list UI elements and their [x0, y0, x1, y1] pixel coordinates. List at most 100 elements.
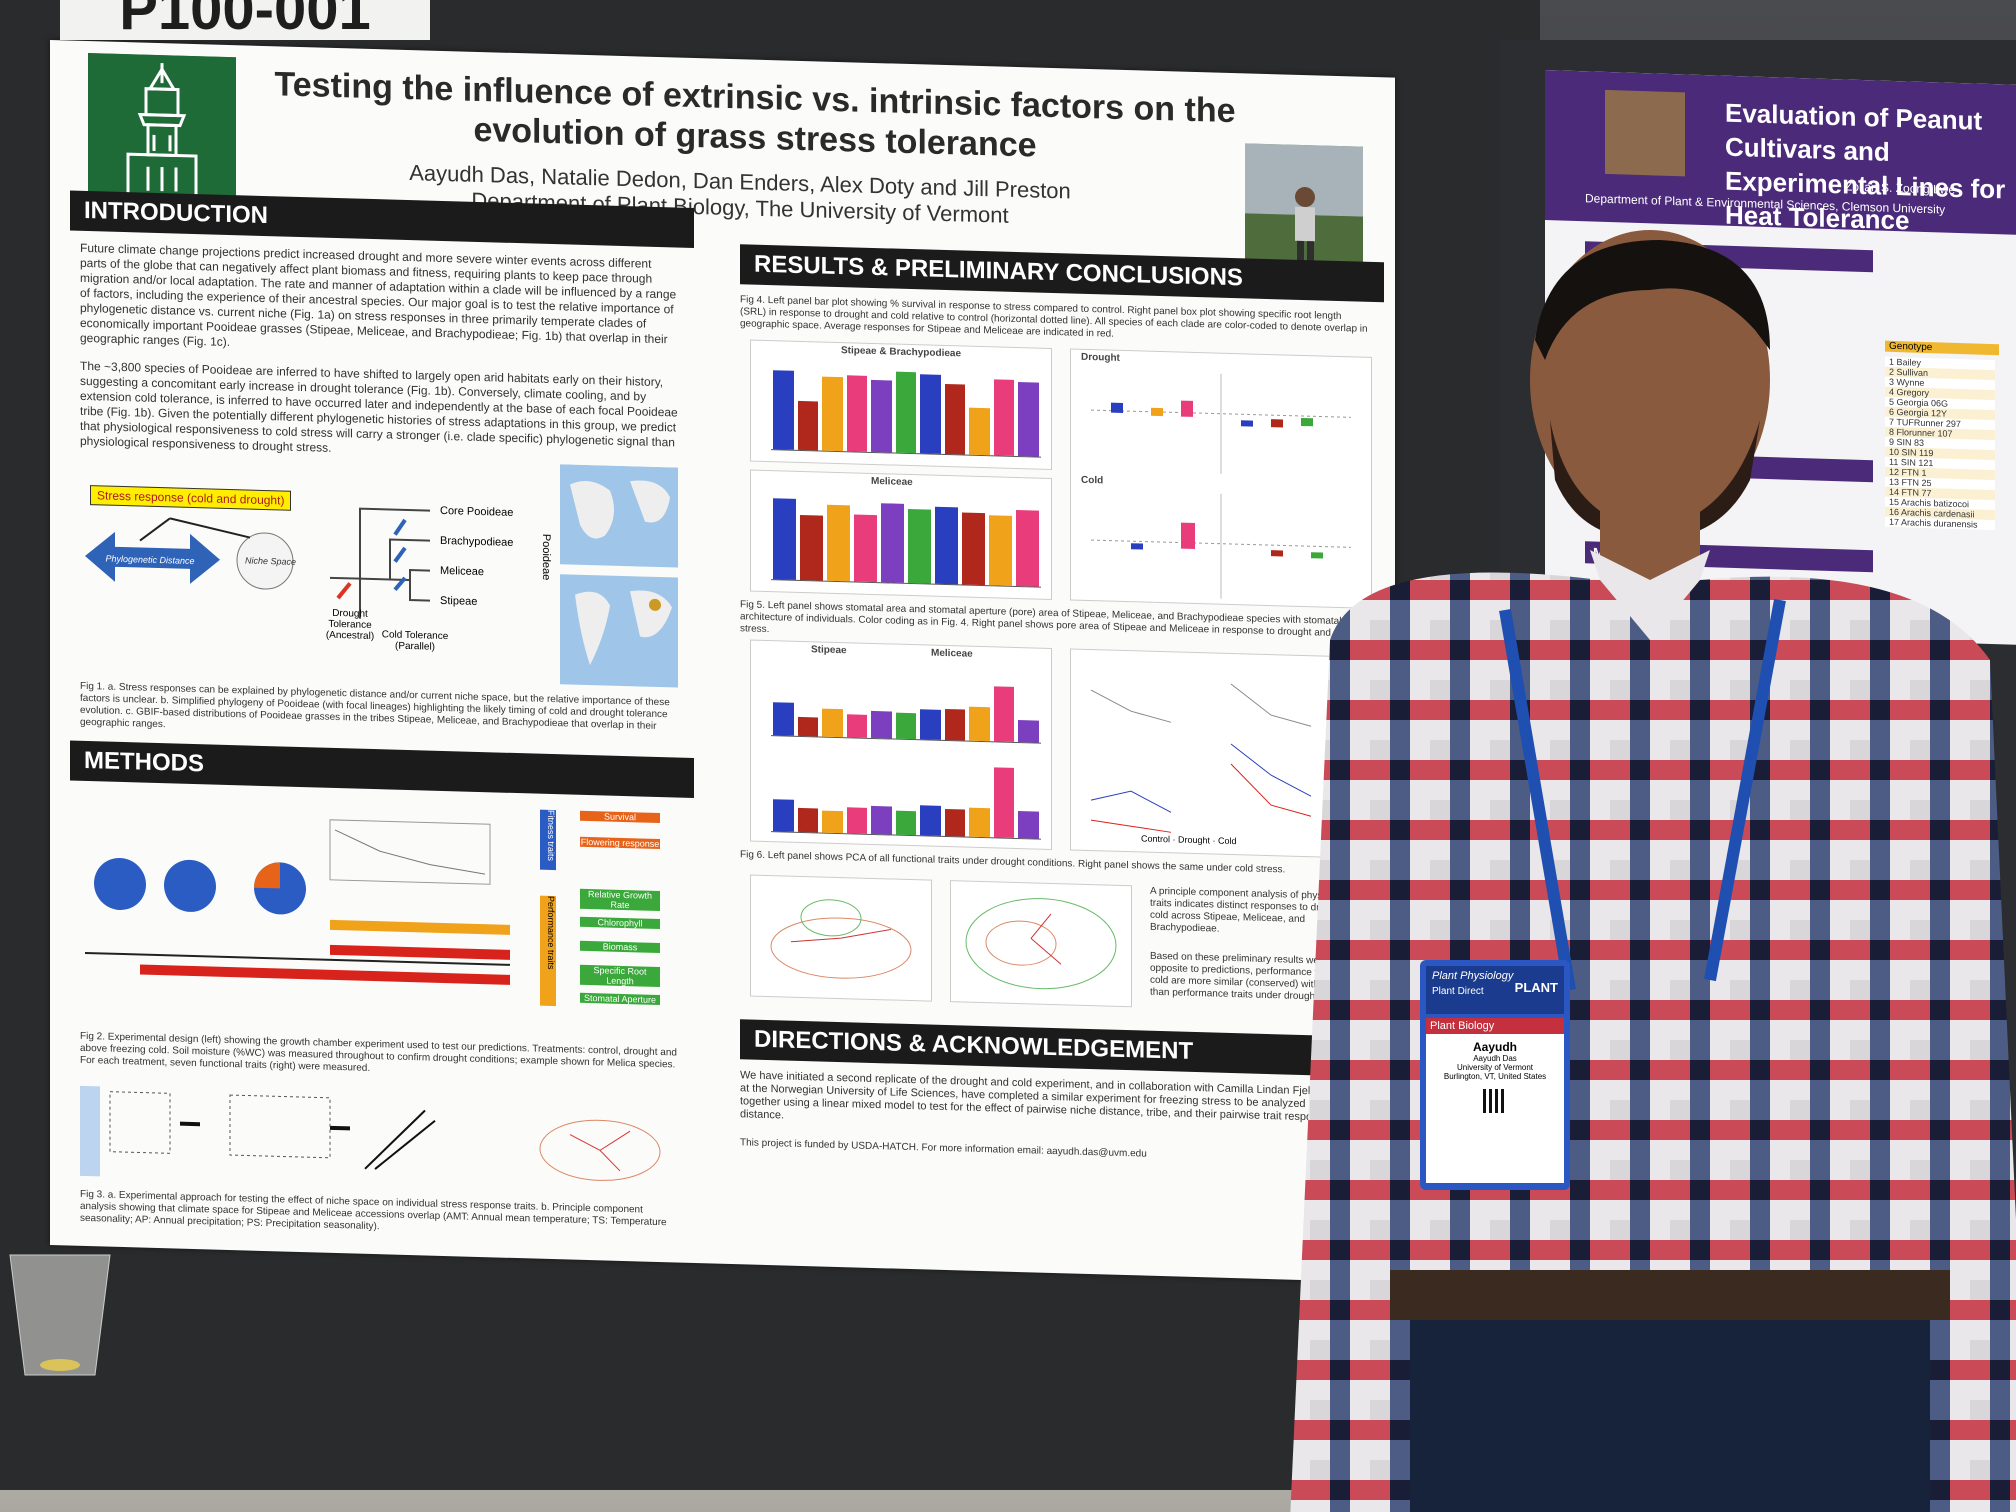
bar-mark	[800, 515, 823, 581]
stress-response-box: Stress response (cold and drought)	[90, 485, 292, 511]
bar-mark	[797, 716, 819, 737]
cold-tolerance-label: Cold Tolerance (Parallel)	[381, 629, 449, 653]
figure-2-design	[80, 793, 520, 1025]
bar-mark	[827, 505, 850, 582]
bar-mark	[797, 807, 819, 833]
survival-bars-b	[771, 489, 1041, 588]
bar-mark	[797, 400, 819, 451]
pore-bars	[771, 751, 1041, 840]
bar-mark	[1018, 720, 1039, 743]
survival-chart-a: Stipeae & Brachypodieae	[750, 339, 1052, 470]
bar-mark	[944, 383, 966, 455]
poster-code: P100-001	[60, 0, 430, 42]
badge-city: Burlington, VT, United States	[1443, 1072, 1547, 1081]
presenter: Plant Physiology Plant Direct PLANT Plan…	[1270, 220, 2016, 1512]
bar-mark	[920, 709, 941, 740]
figure-3	[80, 1081, 680, 1198]
bar-mark	[871, 805, 892, 835]
survival-chart-b-title: Meliceae	[871, 475, 913, 489]
badge-journal2: Plant Direct	[1432, 986, 1484, 997]
bar-mark	[822, 810, 843, 834]
legend-control: Control	[1141, 833, 1171, 845]
bar-mark	[822, 376, 843, 452]
stomatal-stipeae-title: Stipeae	[811, 644, 847, 657]
name-badge: Plant Physiology Plant Direct PLANT Plan…	[1420, 960, 1570, 1190]
phylo-niche-diagram	[85, 517, 294, 590]
research-poster: Testing the influence of extrinsic vs. i…	[50, 40, 1395, 1283]
bar-mark	[935, 506, 958, 585]
badge-name: Aayudh	[1472, 1040, 1517, 1054]
legend-cold: Cold	[1218, 835, 1237, 847]
niche-label: Niche Space	[245, 555, 297, 567]
university-logo	[88, 53, 236, 206]
bar-mark	[895, 712, 917, 740]
trait-list: Fitness traits Performance traits Surviv…	[540, 806, 670, 1040]
bar-mark	[962, 512, 985, 586]
trait-biomass: Biomass	[580, 940, 660, 954]
intro-paragraph-2: The ~3,800 species of Pooideae are infer…	[80, 358, 678, 455]
bar-mark	[1018, 810, 1039, 839]
trait-flowering: Flowering response	[580, 836, 660, 850]
srl-drought-title: Drought	[1081, 351, 1120, 364]
bar-mark	[846, 713, 868, 738]
badge-brand: PLANT	[1514, 980, 1558, 995]
badge-card: Plant Biology Aayudh Aayudh Das Universi…	[1426, 1018, 1564, 1183]
section-methods: METHODS	[70, 740, 694, 798]
directions-text: We have initiated a second replicate of …	[740, 1069, 1337, 1124]
pca-drought	[750, 874, 932, 1002]
neighbor-author-photo	[1605, 89, 1685, 177]
trait-chlorophyll: Chlorophyll	[580, 916, 660, 930]
figure-2-caption: Fig 2. Experimental design (left) showin…	[80, 1030, 677, 1074]
bar-mark	[871, 379, 892, 453]
survival-chart-a-title: Stipeae & Brachypodieae	[841, 345, 962, 360]
bar-mark	[822, 708, 843, 738]
bar-mark	[846, 807, 868, 834]
bar-mark	[773, 799, 794, 832]
trait-rgr: Relative Growth Rate	[580, 888, 660, 912]
figure-3-caption: Fig 3. a. Experimental approach for test…	[80, 1188, 667, 1233]
bar-mark	[773, 702, 794, 736]
legend-drought: Drought	[1178, 834, 1211, 846]
plastic-cup	[5, 1245, 115, 1385]
bar-mark	[969, 706, 990, 742]
survival-bars-a	[771, 359, 1041, 458]
qr-code-icon	[1483, 1089, 1507, 1113]
srl-cold-title: Cold	[1081, 474, 1104, 487]
bar-mark	[989, 515, 1012, 586]
trait-srl: Specific Root Length	[580, 964, 660, 988]
tree-label-brachy: Brachypodieae	[440, 534, 514, 549]
bar-mark	[1016, 510, 1039, 587]
phylogeny-tree	[330, 507, 430, 619]
bar-mark	[871, 711, 892, 739]
pore-line-chart: Control · Drought · Cold	[1070, 648, 1372, 859]
pca-cold	[950, 880, 1132, 1008]
poster-title: Testing the influence of extrinsic vs. i…	[274, 65, 1236, 165]
bar-mark	[993, 766, 1015, 838]
distribution-maps	[560, 464, 678, 688]
tree-label-core: Core Pooideae	[440, 504, 514, 519]
stomatal-bars	[771, 657, 1041, 744]
fitness-traits-label: Fitness traits	[540, 809, 556, 871]
badge-full-name: Aayudh Das	[1473, 1054, 1517, 1063]
performance-traits-label: Performance traits	[540, 895, 556, 1007]
bar-mark	[895, 810, 917, 836]
drought-tolerance-label: Drought Tolerance (Ancestral)	[325, 607, 375, 643]
stomatal-chart: Stipeae Meliceae	[750, 639, 1052, 850]
badge-header: Plant Physiology Plant Direct PLANT	[1426, 966, 1564, 1014]
bar-mark	[773, 498, 796, 580]
bar-mark	[969, 807, 990, 838]
funding-text: This project is funded by USDA-HATCH. Fo…	[740, 1137, 1147, 1160]
stomatal-meliceae-title: Meliceae	[931, 647, 973, 660]
tree-label-meliceae: Meliceae	[440, 564, 485, 579]
badge-event: Plant Biology	[1426, 1018, 1564, 1034]
trait-stomatal: Stomatal Aperture	[580, 992, 660, 1006]
pooideae-label: Pooideae	[540, 533, 552, 581]
bar-mark	[908, 509, 931, 584]
bar-mark	[944, 808, 966, 837]
bar-mark	[969, 407, 990, 456]
bar-mark	[920, 804, 941, 836]
intro-paragraph-1: Future climate change projections predic…	[80, 240, 677, 350]
badge-org: University of Vermont	[1456, 1063, 1534, 1072]
bar-mark	[993, 686, 1015, 742]
